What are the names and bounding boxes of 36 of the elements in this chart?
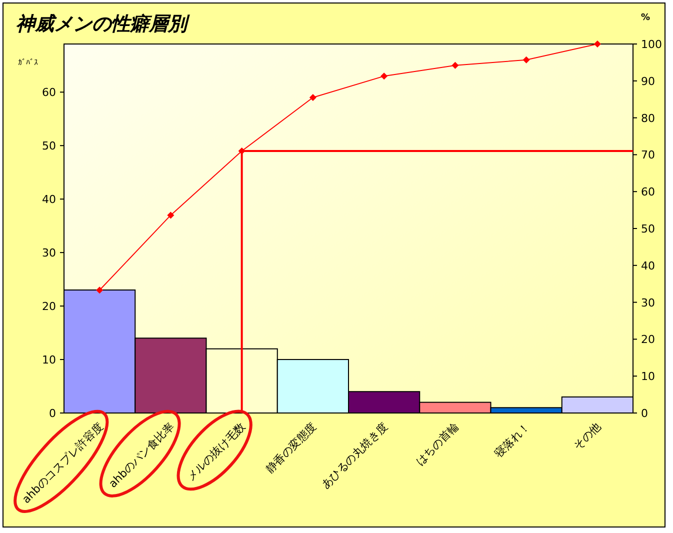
y2-tick-label: 50 — [641, 222, 655, 236]
chart-title: 神威メンの性癖層別 — [16, 13, 190, 35]
x-tick-label: メルの抜け毛数 — [184, 420, 248, 484]
point — [594, 40, 601, 48]
y2-axis-title: % — [641, 13, 650, 23]
x-tick-label: その他 — [571, 420, 604, 452]
y2-tick-label: 30 — [641, 296, 655, 310]
y-tick-label: 0 — [49, 407, 56, 420]
point — [452, 62, 459, 69]
y-tick-label: 10 — [42, 354, 56, 367]
x-tick-label: ahbのコスプレ許容度 — [20, 420, 106, 506]
y2-tick-label: 80 — [641, 112, 655, 125]
point — [380, 72, 388, 80]
y2-tick-label: 40 — [641, 259, 655, 272]
y2-tick-label: 20 — [641, 333, 655, 346]
y2-tick-label: 100 — [641, 38, 662, 51]
y-axis-title: ｶﾞﾊﾞｽ — [18, 58, 38, 67]
y-tick-label: 20 — [42, 300, 56, 314]
y2-tick-label: 90 — [641, 74, 655, 88]
x-tick-label: 寝落れ！ — [492, 420, 532, 460]
x-tick-label: あひるの丸焼き度 — [318, 420, 390, 492]
y2-tick-label: 0 — [641, 407, 648, 420]
point — [167, 212, 174, 219]
point — [522, 56, 530, 64]
x-tick-label: はちの首輪 — [413, 420, 462, 468]
y-tick-label: 60 — [42, 86, 56, 100]
point — [96, 286, 104, 294]
y2-tick-label: 70 — [641, 148, 655, 162]
y-tick-label: 40 — [42, 193, 56, 206]
x-tick-label: 静香の変態度 — [263, 420, 320, 476]
y-tick-label: 50 — [42, 140, 56, 153]
y2-tick-label: 10 — [641, 370, 655, 384]
x-tick-label: ahbのパン食比率 — [106, 420, 177, 490]
y2-tick-label: 60 — [641, 186, 655, 199]
point — [309, 94, 316, 102]
y-tick-label: 30 — [42, 246, 56, 260]
